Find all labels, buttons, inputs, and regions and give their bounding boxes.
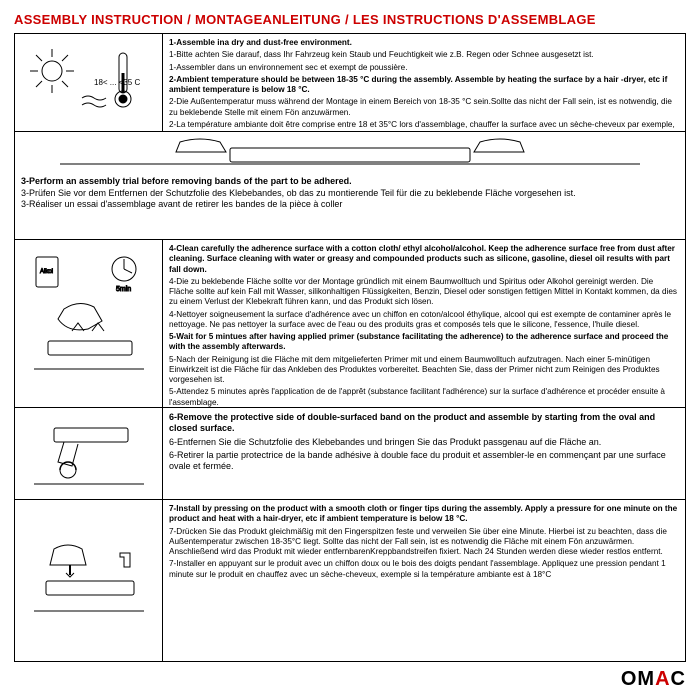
instruction-row-2: 3-Perform an assembly trial before remov… bbox=[15, 132, 685, 240]
illustration-remove-tape bbox=[15, 408, 163, 499]
instruction-text-5: 7-Install by pressing on the product wit… bbox=[163, 500, 685, 661]
illustration-sun-thermo: 18< ... <35 C bbox=[15, 34, 163, 131]
instruction-row-3: Alkol 5min 4-Clean carefully the adheren… bbox=[15, 240, 685, 408]
svg-text:Alkol: Alkol bbox=[40, 269, 53, 275]
instruction-table: 18< ... <35 C 1-Assemble ina dry and dus… bbox=[14, 33, 686, 662]
instruction-row-1: 18< ... <35 C 1-Assemble ina dry and dus… bbox=[15, 34, 685, 132]
illustration-clean: Alkol 5min bbox=[15, 240, 163, 407]
illustration-press bbox=[15, 500, 163, 661]
page-title: ASSEMBLY INSTRUCTION / MONTAGEANLEITUNG … bbox=[14, 12, 686, 27]
footer: OMAC bbox=[14, 662, 686, 692]
instruction-text-4: 6-Remove the protective side of double-s… bbox=[163, 408, 685, 499]
illustration-trial bbox=[15, 132, 685, 172]
instruction-row-5: 7-Install by pressing on the product wit… bbox=[15, 500, 685, 661]
instruction-text-3: 4-Clean carefully the adherence surface … bbox=[163, 240, 685, 407]
instruction-text-1: 1-Assemble ina dry and dust-free environ… bbox=[163, 34, 685, 131]
svg-text:5min: 5min bbox=[116, 286, 131, 293]
instruction-row-4: 6-Remove the protective side of double-s… bbox=[15, 408, 685, 500]
svg-text:18< ... <35 C: 18< ... <35 C bbox=[94, 78, 140, 87]
brand-logo: OMAC bbox=[621, 668, 686, 691]
instruction-text-2: 3-Perform an assembly trial before remov… bbox=[15, 172, 685, 215]
